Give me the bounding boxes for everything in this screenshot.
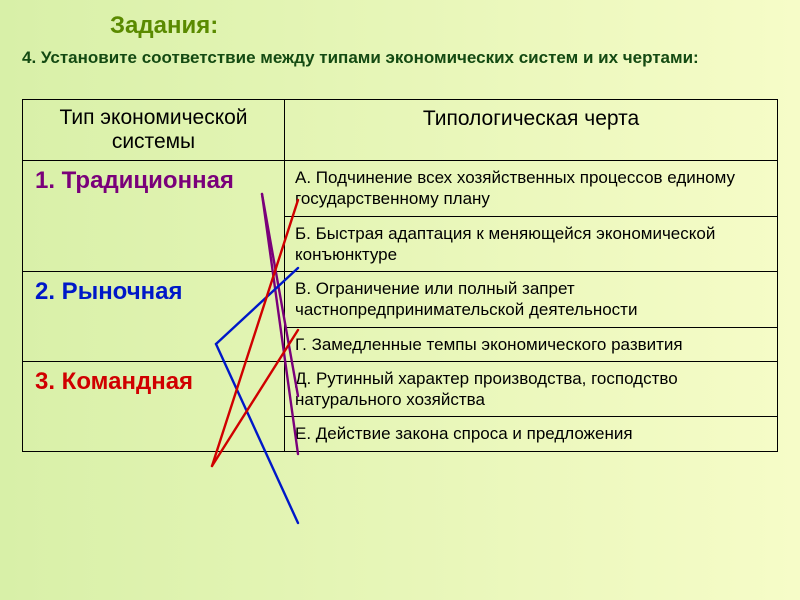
task-subtitle: 4. Установите соответствие между типами … <box>22 47 699 68</box>
col-header-right: Типологическая черта <box>285 100 778 161</box>
feature-E: Д. Рутинный характер производства, госпо… <box>285 362 778 418</box>
type-2-spacer <box>23 328 285 362</box>
col-header-left: Тип экономической системы <box>23 100 285 161</box>
type-3: 3. Командная <box>23 362 285 418</box>
slide-page: Задания: 4. Установите соответствие межд… <box>0 0 800 600</box>
type-2: 2. Рыночная <box>23 272 285 328</box>
feature-A: А. Подчинение всех хозяйственных процесс… <box>285 161 778 217</box>
feature-C: В. Ограничение или полный запрет частноп… <box>285 272 778 328</box>
type-3-spacer <box>23 417 285 450</box>
feature-F: Е. Действие закона спроса и предложения <box>285 417 778 450</box>
matching-table: Тип экономической системы Типологическая… <box>22 99 778 452</box>
type-1: 1. Традиционная <box>23 161 285 217</box>
feature-D: Г. Замедленные темпы экономического разв… <box>285 328 778 362</box>
page-title: Задания: <box>110 12 218 40</box>
feature-B: Б. Быстрая адаптация к меняющейся эконом… <box>285 217 778 273</box>
type-1-spacer <box>23 217 285 273</box>
